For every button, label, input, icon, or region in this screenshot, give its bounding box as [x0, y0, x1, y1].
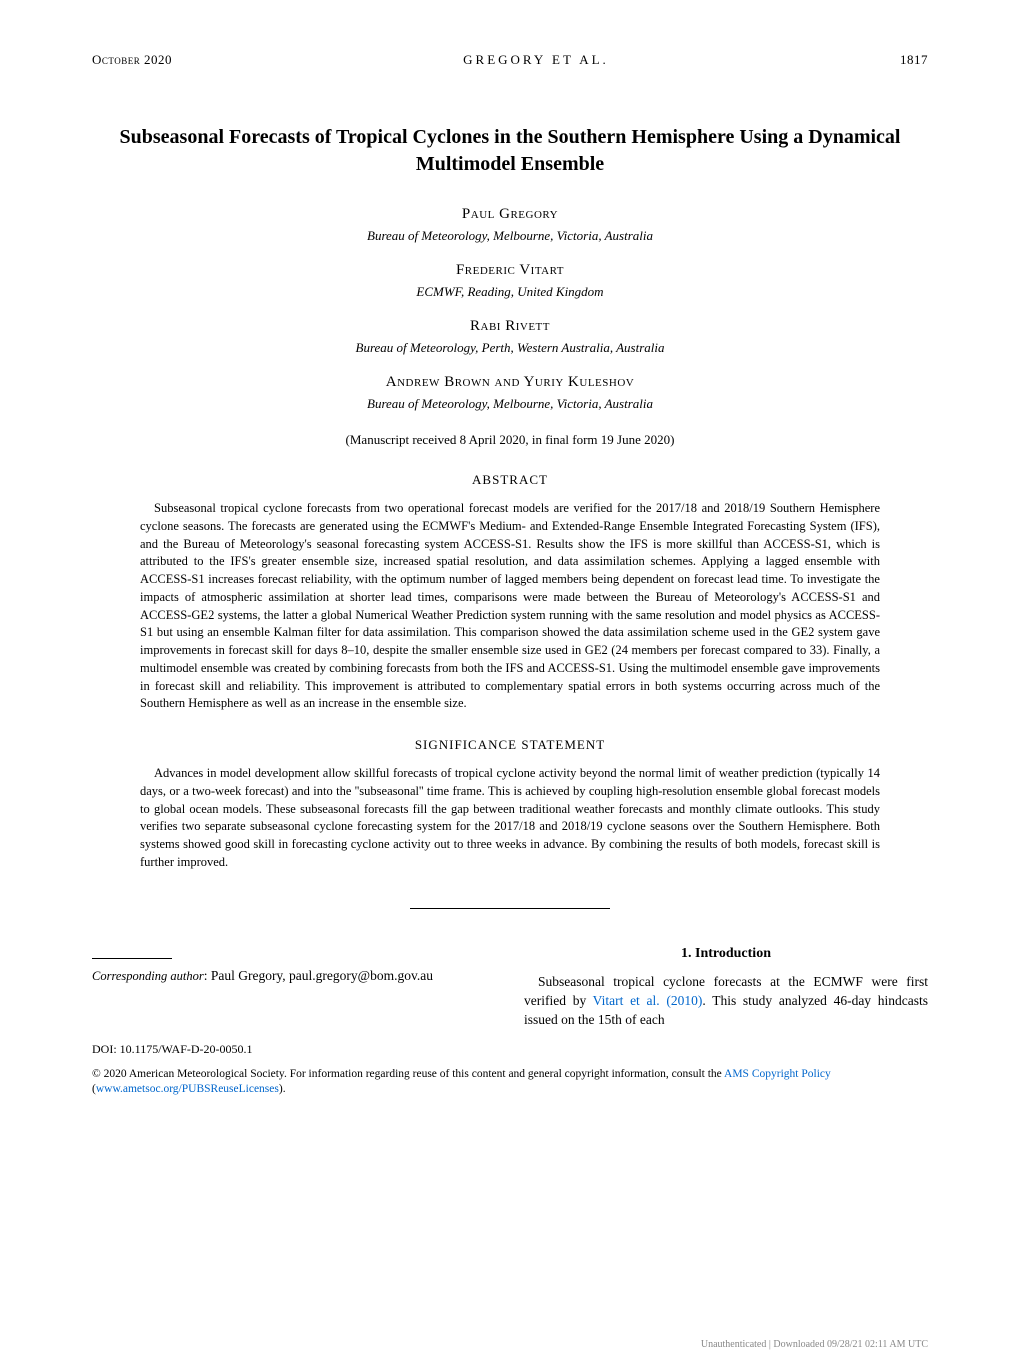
section-separator [92, 896, 928, 914]
doi: DOI: 10.1175/WAF-D-20-0050.1 [92, 1042, 928, 1057]
footnote-separator [92, 958, 172, 959]
left-column: Corresponding author: Paul Gregory, paul… [92, 944, 496, 1030]
author-block-2: Frederic Vitart ECMWF, Reading, United K… [92, 262, 928, 300]
header-authors: GREGORY ET AL. [463, 52, 609, 68]
citation-link[interactable]: Vitart et al. (2010) [593, 993, 703, 1008]
header-page-number: 1817 [900, 52, 928, 68]
author-block-3: Rabi Rivett Bureau of Meteorology, Perth… [92, 318, 928, 356]
two-column-body: Corresponding author: Paul Gregory, paul… [92, 944, 928, 1030]
author-block-1: Paul Gregory Bureau of Meteorology, Melb… [92, 206, 928, 244]
author-name: Andrew Brown and Yuriy Kuleshov [92, 374, 928, 391]
author-name: Paul Gregory [92, 206, 928, 223]
reuse-licenses-link[interactable]: www.ametsoc.org/PUBSReuseLicenses [96, 1083, 279, 1095]
intro-heading: 1. Introduction [524, 944, 928, 964]
abstract-body: Subseasonal tropical cyclone forecasts f… [92, 500, 928, 713]
author-affiliation: Bureau of Meteorology, Perth, Western Au… [92, 340, 928, 356]
intro-paragraph: Subseasonal tropical cyclone forecasts a… [524, 973, 928, 1030]
corresponding-label: Corresponding author [92, 969, 204, 983]
download-watermark: Unauthenticated | Downloaded 09/28/21 02… [701, 1339, 928, 1350]
right-column: 1. Introduction Subseasonal tropical cyc… [524, 944, 928, 1030]
author-affiliation: Bureau of Meteorology, Melbourne, Victor… [92, 396, 928, 412]
corresponding-email: : Paul Gregory, paul.gregory@bom.gov.au [204, 968, 433, 983]
copyright-text-3: ). [279, 1083, 286, 1095]
author-block-4: Andrew Brown and Yuriy Kuleshov Bureau o… [92, 374, 928, 412]
header-date: October 2020 [92, 52, 172, 68]
abstract-heading: ABSTRACT [92, 472, 928, 488]
significance-body: Advances in model development allow skil… [92, 765, 928, 872]
significance-heading: SIGNIFICANCE STATEMENT [92, 737, 928, 753]
manuscript-dates: (Manuscript received 8 April 2020, in fi… [92, 432, 928, 448]
author-name: Frederic Vitart [92, 262, 928, 279]
author-name: Rabi Rivett [92, 318, 928, 335]
ams-copyright-link[interactable]: AMS Copyright Policy [724, 1068, 831, 1080]
article-title: Subseasonal Forecasts of Tropical Cyclon… [92, 124, 928, 178]
corresponding-author: Corresponding author: Paul Gregory, paul… [92, 967, 496, 986]
copyright-notice: © 2020 American Meteorological Society. … [92, 1067, 928, 1098]
page-header: October 2020 GREGORY ET AL. 1817 [92, 52, 928, 68]
author-affiliation: ECMWF, Reading, United Kingdom [92, 284, 928, 300]
copyright-text-1: © 2020 American Meteorological Society. … [92, 1068, 724, 1080]
author-affiliation: Bureau of Meteorology, Melbourne, Victor… [92, 228, 928, 244]
